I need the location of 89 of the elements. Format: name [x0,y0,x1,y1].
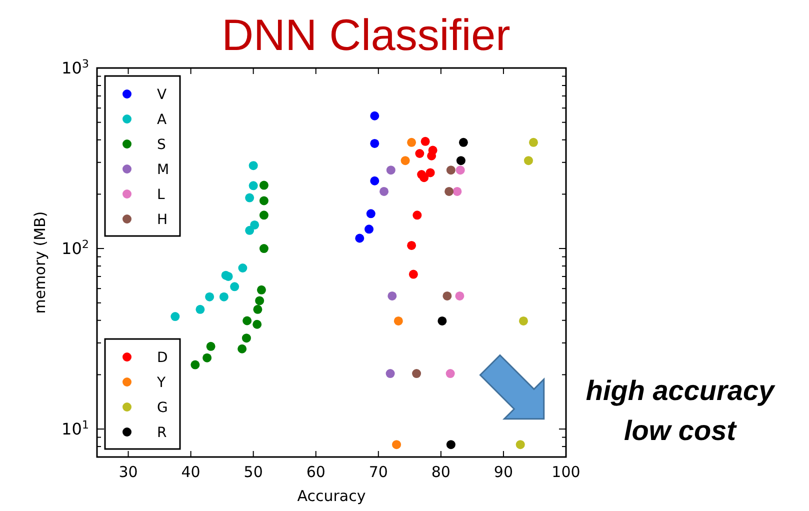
point [394,316,403,326]
point [256,285,266,294]
point [415,149,424,158]
point [528,138,538,147]
point [426,168,435,178]
point [412,369,422,378]
point [202,353,212,362]
point [444,186,454,196]
point [259,196,268,206]
point [242,334,251,343]
point [206,342,216,351]
legend-label: A [157,112,167,128]
point [455,291,464,300]
point [248,181,258,190]
point [392,440,402,450]
point [412,210,422,220]
point [250,220,260,230]
point [408,270,418,279]
point [259,210,268,220]
y-tick-label: 10$^{2}$ [62,238,89,258]
y-axis-title: memory (MB) [31,211,49,314]
legend-label: M [157,162,170,178]
y-tick-label: 10$^{1}$ [62,418,89,439]
point [219,292,228,302]
point [370,138,380,148]
point [364,224,374,234]
point [407,138,416,147]
point [259,180,268,190]
point [518,316,528,326]
point [438,316,447,326]
point [442,291,452,300]
point [446,440,456,450]
legend-label: V [157,86,167,103]
point [245,226,254,235]
point [255,296,264,306]
x-axis-title: Accuracy [297,487,366,505]
point [370,111,380,120]
point [446,369,455,378]
point [238,264,248,272]
chart-title: DNN Classifier [222,11,510,60]
legend-label: D [157,350,168,366]
point [366,209,376,218]
point [386,166,396,175]
x-tick-label: 80 [431,463,450,481]
point [196,304,205,314]
point [242,316,252,326]
x-tick-label: 70 [368,463,388,481]
point [170,312,180,322]
x-tick-label: 90 [494,463,514,481]
point [400,156,410,166]
legend-label: H [157,212,168,228]
x-tick-label: 100 [552,463,580,481]
point [245,193,254,202]
point [190,360,200,370]
legend-label: Y [156,374,166,391]
point [452,186,462,196]
legend-label: S [157,136,166,153]
y-tick-label: 10$^{3}$ [62,57,89,78]
point [230,282,240,292]
point [259,244,268,254]
point [253,304,262,314]
point [427,151,436,160]
point [355,234,364,243]
legend-label: L [157,186,165,203]
legend-label: G [157,400,168,416]
x-tick-label: 30 [118,463,138,481]
point [380,186,389,196]
point [205,292,214,302]
point [524,156,533,166]
point [458,138,468,147]
x-tick-label: 40 [181,463,200,481]
point [370,176,380,186]
x-tick-label: 60 [306,463,326,481]
point [252,320,262,329]
point [407,240,416,250]
point [420,136,430,146]
point [386,369,395,378]
point [420,173,429,182]
legend-label: R [157,424,167,441]
text: high accuracy [586,375,776,406]
text: low cost [624,415,738,446]
x-tick-label: 50 [244,463,263,481]
point [456,166,465,175]
point [388,291,397,300]
point [516,440,525,450]
point [456,156,466,166]
point [248,161,258,170]
point [238,344,247,354]
point [446,166,456,175]
